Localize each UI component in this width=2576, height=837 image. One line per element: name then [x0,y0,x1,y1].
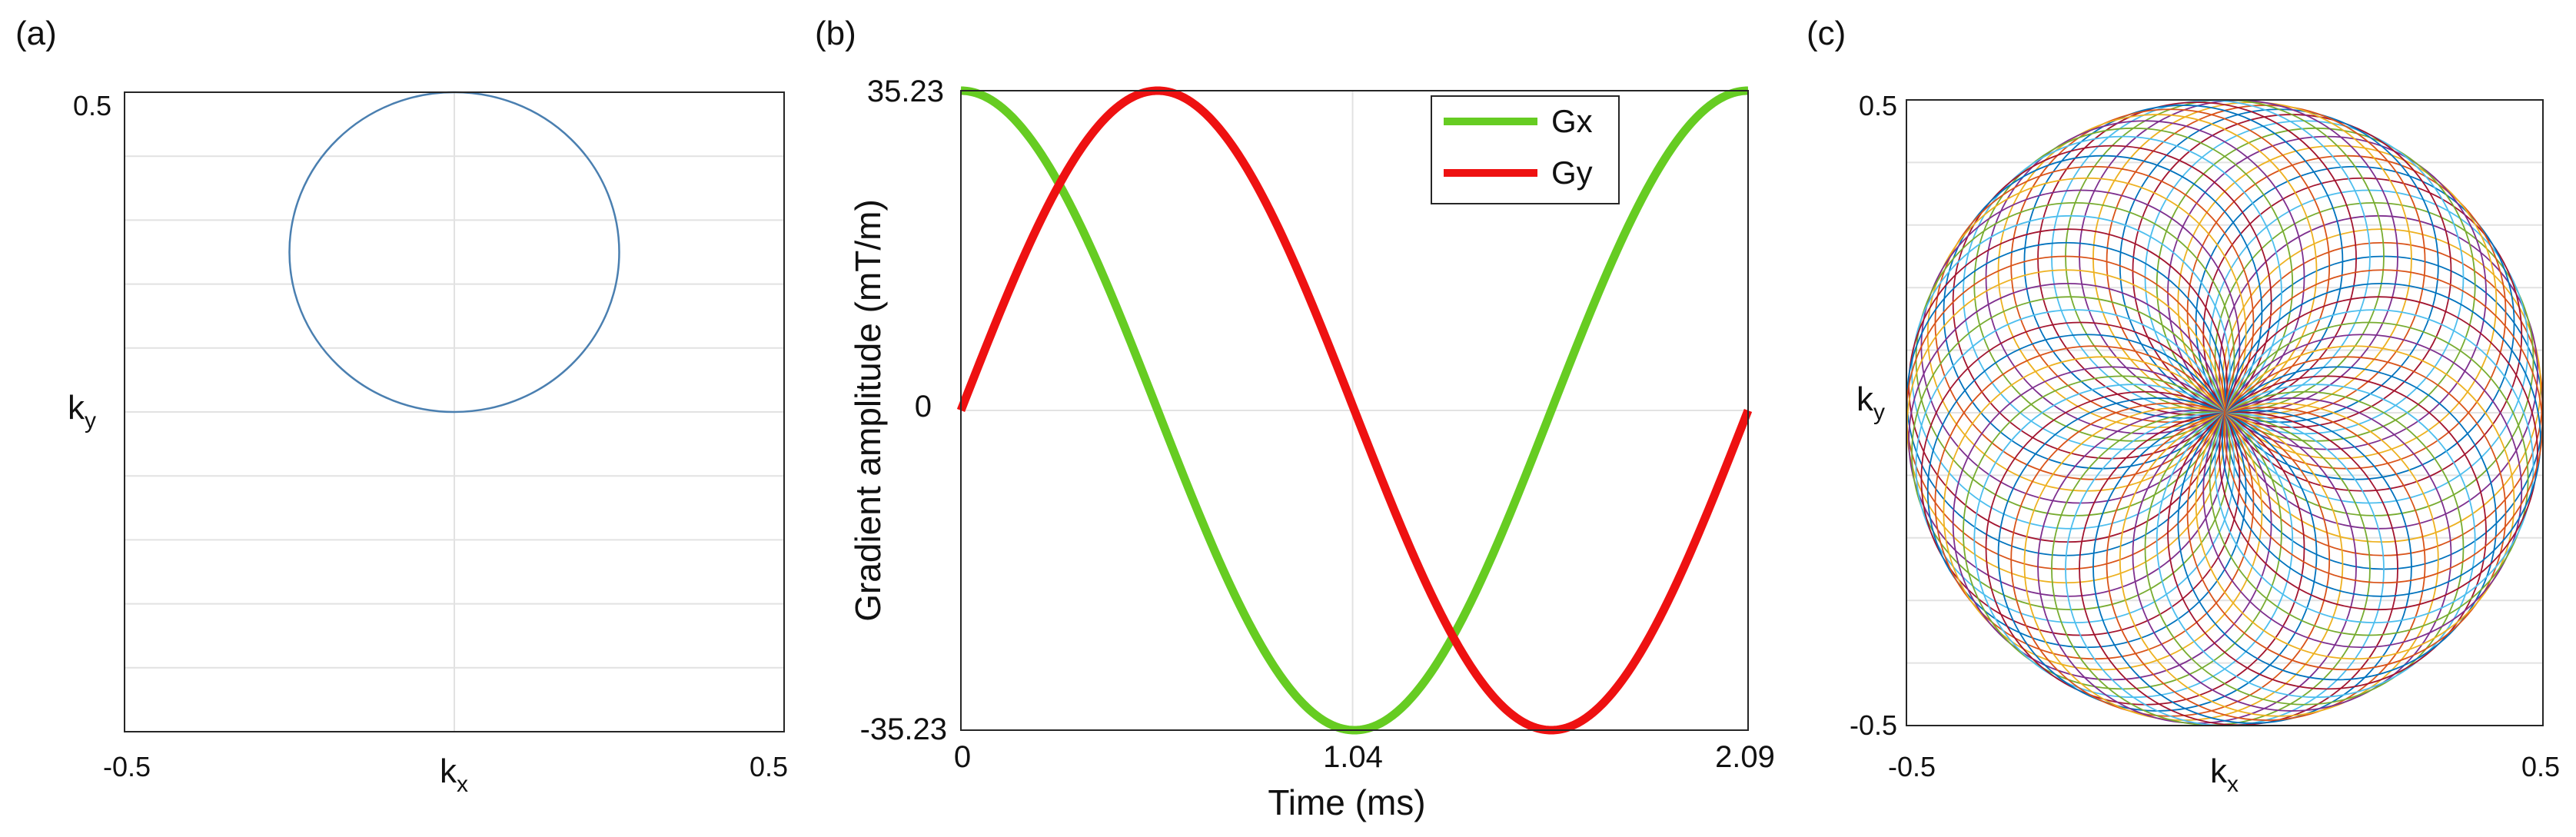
panel-b-label: (b) [815,15,856,52]
kspace-rotated-circle [2177,366,2498,681]
panel-b: (b) 35.23 0 -35.23 Gradient amplitude (m… [815,15,1775,822]
panel-c-xlabel: kx [2210,752,2239,797]
kspace-rotated-circle [2214,309,2534,623]
panel-c-ytick-top: 0.5 [1859,90,1897,121]
panel-a-xlabel: kx [440,752,468,797]
panel-a-ylabel: ky [68,389,96,433]
panel-b-xtick-0: 0 [954,740,971,774]
kspace-rotated-circle [2156,384,2476,699]
kspace-rotated-circle [2119,402,2439,717]
kspace-rotated-circle [2219,296,2538,611]
panel-c-xtick-right: 0.5 [2521,751,2560,782]
kspace-rotated-circle [2167,375,2487,690]
series-gy-line [956,86,1753,735]
kspace-rotated-circle [2144,390,2465,706]
panel-a-xtick-right: 0.5 [750,751,788,782]
panel-c-label: (c) [1807,15,1846,52]
panel-b-legend: Gx Gy [1431,95,1620,204]
panel-a-axes-box [124,91,785,732]
panel-c: (c) 0.5 -0.5 ky -0.5 0.5 kx [1807,15,2560,797]
panel-c-ytick-bottom: -0.5 [1850,709,1897,741]
panel-a-label: (a) [15,15,57,52]
panel-b-xlabel: Time (ms) [1268,782,1425,822]
legend-gy-label: Gy [1551,154,1593,191]
kspace-rotated-circle [2092,410,2412,724]
panel-a-xtick-left: -0.5 [103,751,151,782]
kspace-rotated-circle [2202,334,2523,649]
kspace-rotated-circle [2106,407,2426,721]
panel-b-ytick-bottom: -35.23 [860,712,947,746]
kspace-rotated-circle [2186,356,2507,671]
panel-b-xtick-1: 1.04 [1323,740,1383,774]
panel-b-ytick-top: 35.23 [867,75,944,108]
legend-gx-label: Gx [1551,103,1593,139]
panel-b-ylabel: Gradient amplitude (mT/m) [848,199,888,622]
panel-c-axes-box [1906,99,2544,726]
panel-a: (a) 0.5 ky -0.5 0.5 kx [15,15,788,797]
kspace-rotated-circle [2209,321,2529,636]
panel-c-xtick-left: -0.5 [1888,751,1936,782]
kspace-rotated-circle [2195,345,2515,660]
panel-a-ytick-top: 0.5 [73,90,111,121]
panel-b-ytick-mid: 0 [915,390,932,423]
panel-b-xtick-2: 2.09 [1715,740,1775,774]
kspace-rotated-circle [2221,282,2541,597]
legend-box [1431,95,1620,204]
kspace-rotated-circle [2132,397,2452,712]
panel-c-ylabel: ky [1856,380,1885,425]
panel-b-axes-box [960,90,1749,731]
